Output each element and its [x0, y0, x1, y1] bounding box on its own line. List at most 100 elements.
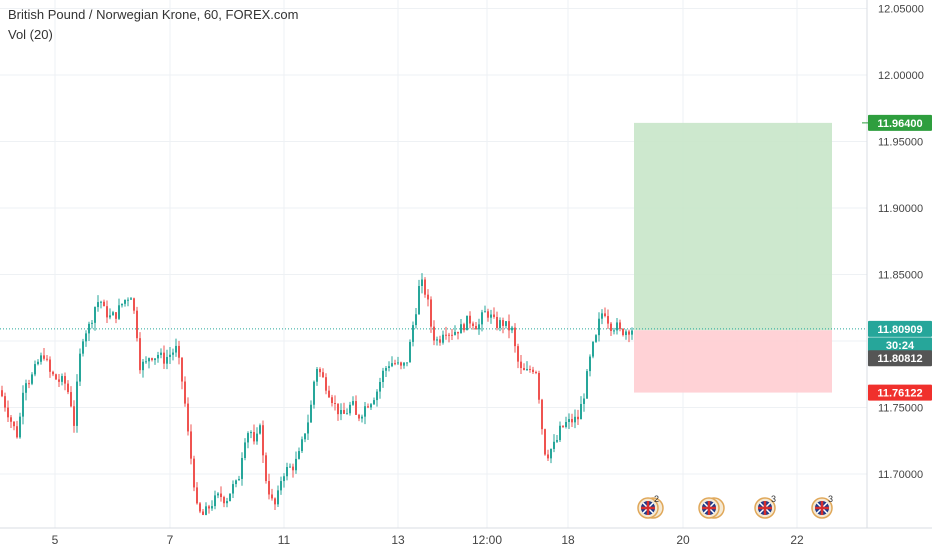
- candle-body: [565, 422, 567, 427]
- candle-body: [346, 413, 348, 415]
- candle-body: [490, 314, 492, 318]
- candle-body: [499, 320, 501, 329]
- uk-flag-icon[interactable]: [698, 497, 725, 519]
- candle-body: [550, 448, 552, 459]
- price-tick-label: 12.05000: [878, 4, 924, 16]
- candle-body: [556, 440, 558, 442]
- candle-body: [4, 396, 6, 408]
- candle-body: [67, 383, 69, 393]
- candle-body: [484, 311, 486, 313]
- candle-body: [256, 433, 258, 442]
- candle-body: [406, 362, 408, 364]
- candle-body: [445, 334, 447, 336]
- symbol-legend[interactable]: British Pound / Norwegian Krone, 60, FOR…: [8, 7, 299, 22]
- candle-body: [166, 356, 168, 364]
- candle-body: [586, 371, 588, 399]
- candle-body: [250, 432, 252, 434]
- candle-body: [283, 476, 285, 482]
- price-axis[interactable]: 11.7000011.7500011.8000011.8500011.90000…: [878, 4, 924, 482]
- candle-body: [295, 458, 297, 471]
- candle-body: [376, 391, 378, 401]
- candle-body: [316, 368, 318, 382]
- candle-body: [22, 392, 24, 417]
- candle-body: [412, 325, 414, 342]
- candle-body: [367, 406, 369, 408]
- stop-loss-zone[interactable]: [634, 330, 832, 393]
- uk-flag-icon[interactable]: 2: [637, 494, 664, 519]
- candle-body: [184, 381, 186, 404]
- candle-body: [253, 432, 255, 442]
- candle-body: [10, 417, 12, 422]
- last-price-label: 11.80909: [868, 320, 932, 337]
- candle-body: [241, 458, 243, 479]
- time-tick-label: 5: [52, 533, 59, 547]
- economic-events[interactable]: 2 3 3: [637, 494, 833, 519]
- target-price-label-bg: [868, 114, 932, 131]
- profit-target-zone[interactable]: [634, 122, 832, 331]
- candle-body: [337, 403, 339, 415]
- candle-body: [55, 374, 57, 380]
- position-zones[interactable]: [634, 122, 832, 393]
- time-tick-label: 20: [676, 533, 690, 547]
- candle-body: [358, 414, 360, 419]
- candle-body: [301, 439, 303, 452]
- candle-body: [523, 368, 525, 371]
- stop-price-label-text: 11.76122: [877, 388, 922, 400]
- candle-body: [289, 466, 291, 468]
- candle-body: [34, 364, 36, 375]
- uk-flag-icon[interactable]: 3: [811, 494, 833, 519]
- candle-body: [103, 301, 105, 307]
- candle-body: [193, 458, 195, 488]
- candle-body: [40, 355, 42, 362]
- candle-body: [7, 407, 9, 418]
- candle-body: [604, 313, 606, 317]
- candle-body: [13, 421, 15, 427]
- candle-body: [76, 381, 78, 426]
- candle-body: [424, 279, 426, 295]
- uk-flag-icon[interactable]: 3: [754, 494, 776, 519]
- price-tick-label: 11.70000: [878, 469, 923, 481]
- candle-body: [568, 419, 570, 423]
- candle-body: [1, 390, 3, 397]
- bar-countdown-label: 30:24: [868, 337, 932, 353]
- candle-body: [415, 314, 417, 326]
- candle-body: [436, 339, 438, 341]
- candle-body: [49, 359, 51, 372]
- price-tick-label: 11.75000: [878, 403, 923, 415]
- candle-body: [511, 327, 513, 331]
- candle-body: [340, 409, 342, 415]
- candle-body: [457, 331, 459, 334]
- last-price-label-bg: [868, 320, 932, 337]
- candle-body: [121, 303, 123, 306]
- candle-body: [19, 416, 21, 438]
- candle-body: [58, 379, 60, 382]
- candle-body: [589, 356, 591, 372]
- candle-body: [178, 345, 180, 358]
- candle-body: [202, 511, 204, 515]
- candle-body: [163, 352, 165, 364]
- candle-body: [364, 406, 366, 417]
- candle-body: [142, 361, 144, 371]
- candle-body: [493, 314, 495, 317]
- candle-body: [79, 353, 81, 382]
- candle-body: [331, 397, 333, 404]
- price-tick-label: 11.95000: [878, 137, 923, 149]
- candle-body: [631, 330, 633, 335]
- stop-price-label-bg: [868, 384, 932, 401]
- candle-body: [385, 367, 387, 371]
- candle-body: [607, 316, 609, 324]
- candle-body: [460, 324, 462, 334]
- time-axis[interactable]: 5 7 11 13 12:00 18 20 22: [52, 533, 804, 547]
- candle-body: [88, 323, 90, 334]
- candle-body: [190, 431, 192, 459]
- candle-body: [286, 466, 288, 477]
- candle-body: [421, 279, 423, 286]
- candle-body: [136, 310, 138, 339]
- candle-body: [448, 334, 450, 336]
- candle-body: [472, 323, 474, 326]
- candle-body: [277, 490, 279, 505]
- volume-legend[interactable]: Vol (20): [8, 27, 53, 42]
